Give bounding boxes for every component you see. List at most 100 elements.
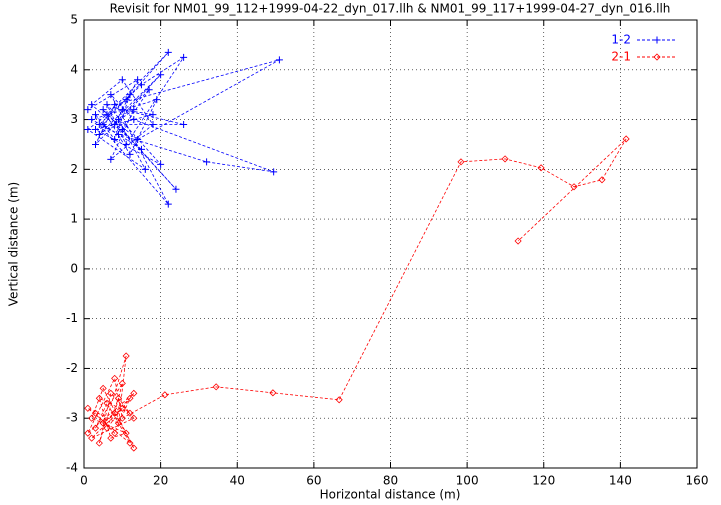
x-tick-label: 60 — [306, 474, 321, 488]
data-point — [122, 96, 130, 104]
data-point — [91, 409, 100, 417]
data-point — [203, 158, 211, 166]
series-line — [87, 52, 280, 205]
data-point — [118, 106, 126, 114]
legend-label: 2-1 — [611, 50, 631, 64]
data-point — [103, 111, 111, 119]
y-tick-label: 5 — [70, 13, 78, 27]
data-point — [598, 176, 606, 184]
data-point — [269, 389, 277, 397]
data-point — [130, 389, 138, 397]
data-point — [622, 135, 630, 143]
y-tick-label: 2 — [70, 162, 78, 176]
data-point — [99, 419, 107, 427]
data-point — [88, 101, 96, 109]
data-point — [107, 155, 115, 163]
data-point — [457, 158, 465, 166]
data-point — [84, 404, 92, 412]
data-point — [122, 140, 130, 148]
x-tick-label: 160 — [686, 474, 709, 488]
data-point — [153, 96, 161, 104]
data-point — [114, 130, 122, 138]
data-point — [501, 155, 509, 163]
data-point — [99, 384, 107, 392]
data-point — [84, 429, 92, 437]
x-tick-label: 40 — [230, 474, 245, 488]
data-point — [137, 81, 145, 89]
data-point — [164, 200, 172, 208]
y-tick-label: 3 — [70, 112, 78, 126]
chart-title: Revisit for NM01_99_112+1999-04-22_dyn_0… — [110, 2, 671, 16]
data-point — [141, 165, 149, 173]
data-point — [84, 126, 92, 134]
data-point — [130, 106, 138, 114]
x-tick-label: 140 — [609, 474, 632, 488]
data-point — [107, 434, 115, 442]
data-point — [114, 394, 123, 402]
data-point — [164, 48, 172, 56]
data-point — [270, 168, 278, 176]
data-point — [134, 135, 142, 143]
data-point — [118, 414, 126, 422]
data-point — [84, 106, 92, 114]
legend-marker — [653, 36, 661, 44]
data-point — [88, 414, 96, 422]
y-tick-label: -1 — [66, 311, 78, 325]
data-point — [103, 424, 111, 432]
data-point — [91, 111, 99, 119]
data-point — [180, 121, 188, 129]
data-point — [172, 185, 180, 193]
plot-frame — [83, 19, 698, 469]
y-tick-label: 4 — [70, 62, 78, 76]
data-point — [95, 121, 103, 129]
data-point — [130, 444, 138, 452]
data-point — [570, 183, 578, 191]
data-point — [157, 160, 165, 168]
data-point — [95, 394, 103, 402]
data-point — [275, 56, 283, 64]
y-tick-label: 1 — [70, 212, 78, 226]
data-point — [95, 130, 103, 138]
data-point — [149, 121, 157, 129]
y-tick-label: 0 — [70, 261, 78, 275]
data-point — [118, 126, 126, 134]
data-point — [122, 429, 130, 437]
data-point — [145, 86, 153, 94]
x-tick-label: 120 — [532, 474, 555, 488]
data-point — [212, 383, 220, 391]
data-point — [99, 106, 107, 114]
data-point — [118, 76, 126, 84]
data-point — [149, 111, 157, 119]
data-point — [130, 116, 138, 124]
data-point — [103, 101, 111, 109]
data-point — [103, 399, 111, 407]
data-point — [114, 419, 123, 427]
data-point — [88, 116, 96, 124]
data-point — [126, 394, 134, 402]
data-point — [118, 379, 126, 387]
data-point — [88, 434, 96, 442]
data-point — [161, 391, 169, 399]
x-tick-label: 20 — [153, 474, 168, 488]
x-tick-label: 100 — [456, 474, 479, 488]
data-point — [134, 76, 142, 84]
data-point — [126, 439, 134, 447]
legend-label: 1-2 — [611, 33, 631, 47]
data-point — [107, 389, 115, 397]
data-point — [335, 396, 343, 404]
data-point — [118, 404, 126, 412]
data-point — [91, 140, 99, 148]
x-tick-label: 80 — [383, 474, 398, 488]
data-point — [95, 439, 103, 447]
data-point — [111, 374, 119, 382]
y-tick-label: -2 — [66, 361, 78, 375]
x-axis-label: Horizontal distance (m) — [320, 488, 461, 502]
data-point — [137, 145, 145, 153]
data-point — [157, 71, 165, 79]
data-point — [91, 126, 99, 134]
data-point — [111, 135, 119, 143]
data-point — [111, 101, 119, 109]
data-point — [180, 53, 188, 61]
x-tick-label: 0 — [80, 474, 88, 488]
